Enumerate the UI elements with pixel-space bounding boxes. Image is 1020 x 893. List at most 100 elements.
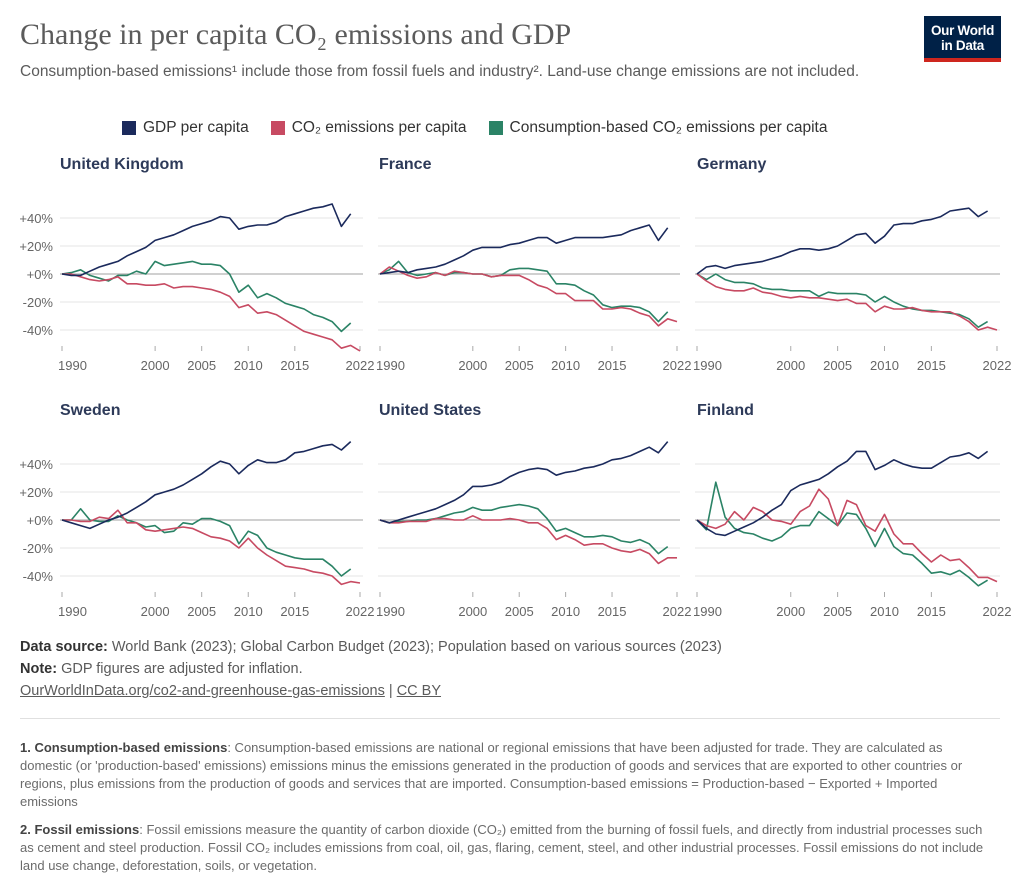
x-tick-label: 2022 — [346, 604, 375, 619]
x-tick-label: 2015 — [598, 604, 627, 619]
series-line-consumption — [379, 260, 669, 323]
x-tick-label: 2005 — [823, 604, 852, 619]
x-tick-label: 1990 — [58, 358, 87, 373]
series-line-co2 — [62, 509, 361, 586]
x-tick-label: 2010 — [551, 604, 580, 619]
x-tick-label: 1990 — [376, 358, 405, 373]
y-tick-label: -40% — [23, 569, 54, 584]
separator: | — [388, 683, 393, 699]
legend-swatch — [270, 121, 285, 135]
x-tick-label: 2022 — [983, 604, 1012, 619]
source-link[interactable]: OurWorldInData.org/co2-and-greenhouse-ga… — [20, 683, 385, 699]
series-line-consumption — [62, 507, 352, 577]
footnote-label: 1. Consumption-based emissions — [20, 740, 228, 755]
x-tick-label: 2015 — [917, 604, 946, 619]
x-tick-label: 2005 — [505, 604, 534, 619]
x-tick-label: 2010 — [551, 358, 580, 373]
x-tick-label: 2022 — [663, 358, 692, 373]
x-tick-label: 1990 — [376, 604, 405, 619]
y-tick-label: -40% — [23, 323, 54, 338]
panel-title-uk: United Kingdom — [60, 156, 184, 173]
links: OurWorldInData.org/co2-and-greenhouse-ga… — [20, 683, 441, 699]
legend-item-co2[interactable]: CO₂ emissions per capita — [270, 119, 467, 137]
chart-subtitle: Consumption-based emissions¹ include tho… — [20, 63, 860, 80]
series-line-co2 — [379, 514, 677, 565]
x-tick-label: 2005 — [187, 604, 216, 619]
legend-swatch — [488, 121, 503, 135]
x-tick-label: 2022 — [346, 358, 375, 373]
x-tick-label: 2005 — [505, 358, 534, 373]
y-tick-label: +20% — [19, 485, 53, 500]
legend-item-consumption[interactable]: Consumption-based CO₂ emissions per capi… — [488, 119, 828, 137]
y-tick-label: -20% — [23, 541, 54, 556]
note-text: GDP figures are adjusted for inflation. — [61, 661, 303, 677]
x-tick-label: 2010 — [234, 358, 263, 373]
owid-logo[interactable]: Our World in Data — [924, 16, 1001, 62]
series-line-consumption — [379, 503, 669, 555]
x-tick-label: 2005 — [187, 358, 216, 373]
footnote-1: 1. Consumption-based emissions: Consumpt… — [20, 739, 995, 811]
panel-title-germany: Germany — [697, 156, 767, 173]
series-line-co2 — [696, 273, 998, 331]
panel-title-france: France — [379, 156, 432, 173]
series-line-gdp — [696, 207, 989, 275]
series-line-gdp — [61, 441, 352, 530]
x-tick-label: 2022 — [663, 604, 692, 619]
footnote-text: : Consumption-based emissions are nation… — [20, 740, 963, 809]
note-label: Note: — [20, 661, 58, 677]
x-tick-label: 2015 — [917, 358, 946, 373]
x-tick-label: 2015 — [280, 358, 309, 373]
source-text: World Bank (2023); Global Carbon Budget … — [111, 639, 722, 655]
y-tick-label: +0% — [27, 513, 54, 528]
y-tick-label: -20% — [23, 295, 54, 310]
series-line-co2 — [696, 488, 998, 583]
panel-title-us: United States — [379, 402, 482, 419]
series-line-gdp — [379, 441, 669, 524]
x-tick-label: 2010 — [870, 358, 899, 373]
data-source: Data source: World Bank (2023); Global C… — [20, 639, 722, 655]
x-tick-label: 1990 — [693, 358, 722, 373]
legend-item-gdp[interactable]: GDP per capita — [122, 119, 249, 137]
series-line-consumption — [61, 260, 352, 333]
x-tick-label: 1990 — [58, 604, 87, 619]
y-tick-label: +40% — [19, 457, 53, 472]
x-tick-label: 2000 — [141, 358, 170, 373]
divider — [20, 718, 1000, 719]
series-line-consumption — [696, 481, 989, 587]
panel-title-sweden: Sweden — [60, 402, 121, 419]
series-line-gdp — [696, 450, 989, 537]
x-tick-label: 2015 — [280, 604, 309, 619]
x-tick-label: 2022 — [983, 358, 1012, 373]
source-label: Data source: — [20, 639, 108, 655]
x-tick-label: 2000 — [458, 358, 487, 373]
y-tick-label: +0% — [27, 267, 54, 282]
x-tick-label: 2005 — [823, 358, 852, 373]
note: Note: GDP figures are adjusted for infla… — [20, 661, 303, 677]
series-line-co2 — [379, 266, 678, 327]
series-line-gdp — [379, 224, 669, 275]
footnote-label: 2. Fossil emissions — [20, 822, 140, 837]
legend-label: CO₂ emissions per capita — [291, 119, 467, 136]
footnote-text: : Fossil emissions measure the quantity … — [20, 822, 984, 873]
series-line-co2 — [62, 273, 361, 352]
y-tick-label: +40% — [19, 211, 53, 226]
y-tick-label: +20% — [19, 239, 53, 254]
x-tick-label: 2015 — [598, 358, 627, 373]
legend-swatch — [122, 121, 136, 135]
legend: GDP per capita CO₂ emissions per capita … — [122, 119, 827, 137]
x-tick-label: 2000 — [776, 604, 805, 619]
license-link[interactable]: CC BY — [396, 683, 442, 699]
x-tick-label: 2000 — [776, 358, 805, 373]
footnote-2: 2. Fossil emissions: Fossil emissions me… — [20, 821, 995, 875]
legend-label: Consumption-based CO₂ emissions per capi… — [509, 119, 828, 136]
series-line-gdp — [61, 203, 352, 277]
x-tick-label: 1990 — [693, 604, 722, 619]
panel-title-finland: Finland — [697, 402, 754, 419]
legend-label: GDP per capita — [143, 119, 249, 136]
x-tick-label: 2010 — [234, 604, 263, 619]
x-tick-label: 2000 — [141, 604, 170, 619]
x-tick-label: 2010 — [870, 604, 899, 619]
chart-title: Change in per capita CO₂ emissions and G… — [20, 18, 572, 51]
